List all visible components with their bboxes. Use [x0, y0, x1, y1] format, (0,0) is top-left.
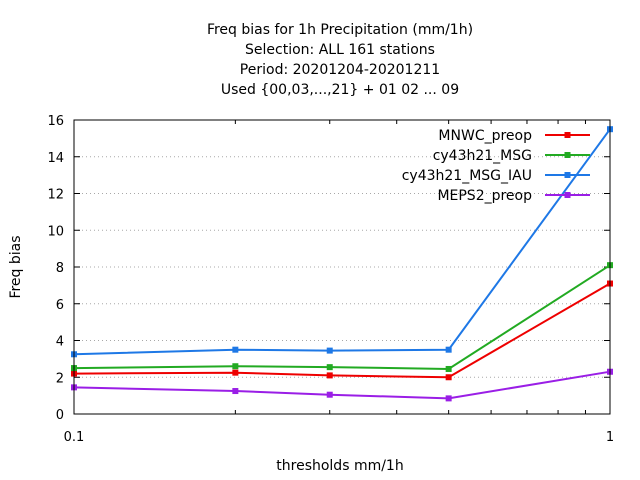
- legend-label-cy43h21_MSG_IAU: cy43h21_MSG_IAU: [402, 168, 532, 184]
- data-point-cy43h21_MSG_IAU: [445, 346, 452, 353]
- data-point-cy43h21_MSG_IAU: [232, 346, 239, 353]
- legend-marker-MEPS2_preop: [564, 192, 571, 198]
- x-tick-label: 0.1: [64, 430, 85, 445]
- axis-ticks: 0 2 4 6 8 10 12 14 16 0.1 1: [47, 114, 614, 445]
- data-point-cy43h21_MSG: [232, 363, 239, 370]
- y-tick-label: 0: [56, 408, 64, 423]
- y-tick-label: 2: [56, 371, 64, 386]
- y-tick-label: 4: [56, 335, 64, 350]
- series-line-cy43h21_MSG: [73, 264, 611, 371]
- title-line-2: Selection: ALL 161 stations: [245, 42, 435, 58]
- y-tick-label: 6: [56, 298, 64, 313]
- legend-marker-cy43h21_MSG: [564, 152, 571, 158]
- y-tick-label: 12: [47, 188, 64, 203]
- data-point-MEPS2_preop: [232, 388, 239, 395]
- data-point-MNWC_preop: [445, 374, 452, 381]
- title-line-3: Period: 20201204-20201211: [240, 62, 440, 78]
- data-point-MEPS2_preop: [445, 395, 452, 402]
- title-line-1: Freq bias for 1h Precipitation (mm/1h): [207, 22, 473, 38]
- plot-frame: [73, 119, 611, 415]
- x-axis-label: thresholds mm/1h: [276, 458, 403, 474]
- y-axis-label: Freq bias: [8, 235, 24, 298]
- data-point-MNWC_preop: [326, 372, 333, 379]
- y-tick-label: 10: [47, 224, 64, 239]
- data-point-cy43h21_MSG: [326, 364, 333, 371]
- data-point-MEPS2_preop: [326, 391, 333, 398]
- data-point-cy43h21_MSG: [445, 365, 452, 372]
- data-point-cy43h21_MSG_IAU: [326, 347, 333, 354]
- chart-title: Freq bias for 1h Precipitation (mm/1h) S…: [207, 22, 473, 98]
- y-tick-label: 16: [47, 114, 64, 129]
- series-line-MNWC_preop: [73, 282, 611, 379]
- legend-marker-cy43h21_MSG_IAU: [564, 172, 571, 178]
- legend-label-cy43h21_MSG: cy43h21_MSG: [433, 148, 532, 164]
- legend-marker-MNWC_preop: [564, 132, 571, 138]
- series-lines: [71, 126, 613, 402]
- x-tick-label: 1: [606, 430, 614, 445]
- legend-label-MEPS2_preop: MEPS2_preop: [437, 188, 532, 204]
- y-tick-label: 8: [56, 261, 64, 276]
- data-point-MNWC_preop: [232, 369, 239, 376]
- title-line-4: Used {00,03,...,21} + 01 02 ... 09: [221, 82, 459, 98]
- grid-lines: [74, 156, 610, 378]
- y-tick-label: 14: [47, 151, 64, 166]
- legend-label-MNWC_preop: MNWC_preop: [438, 128, 532, 144]
- legend: MNWC_preop cy43h21_MSG cy43h21_MSG_IAU MEPS…: [402, 128, 590, 204]
